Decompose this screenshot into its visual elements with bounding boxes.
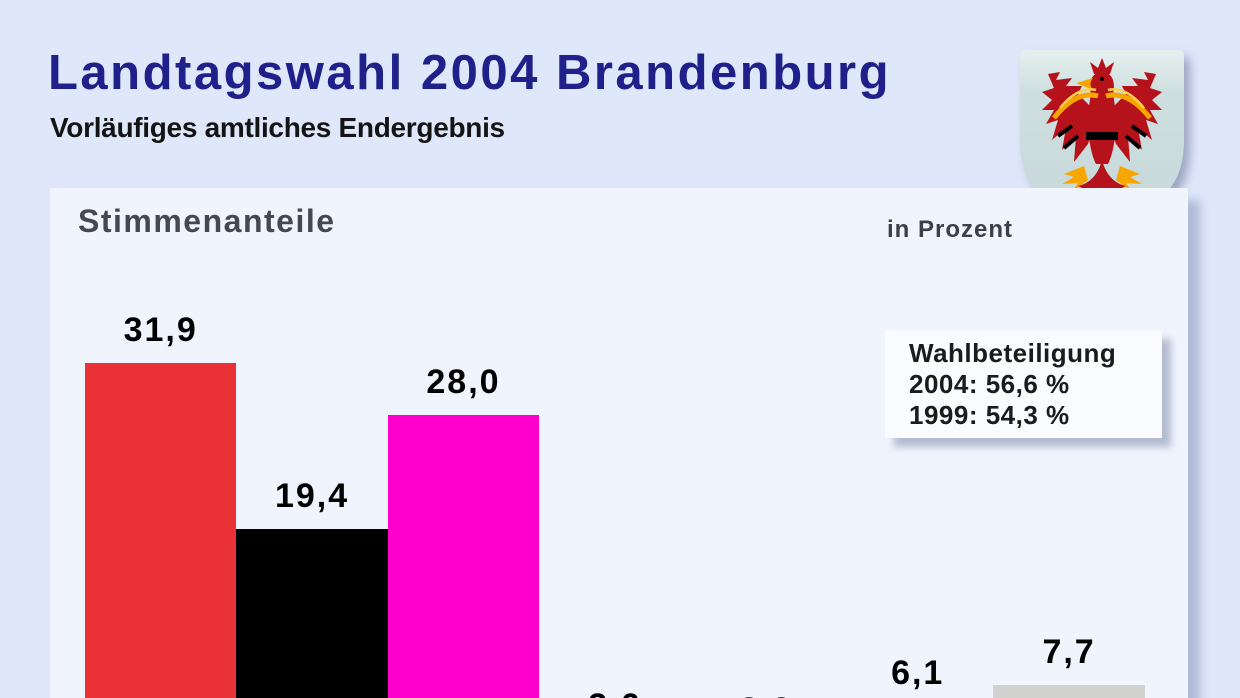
unit-note: in Prozent: [887, 216, 1014, 243]
turnout-box: Wahlbeteiligung 2004: 56,6 % 1999: 54,3 …: [885, 330, 1162, 438]
bar-value-label-fdp: 3,3: [691, 693, 842, 698]
chart-title: Stimmenanteile: [78, 203, 336, 239]
turnout-title: Wahlbeteiligung: [909, 338, 1117, 368]
bar-pds: [387, 414, 540, 698]
bar-value-label-dvu: 6,1: [891, 653, 945, 692]
bar-value-label-cdu: 19,4: [274, 476, 350, 515]
page-title: Landtagswahl 2004 Brandenburg: [48, 46, 892, 100]
turnout-2004: 2004: 56,6 %: [909, 369, 1070, 399]
bar-cdu: [236, 528, 388, 698]
bar-spd: [85, 362, 237, 698]
bar-value-label-spd: 31,9: [123, 310, 198, 349]
turnout-1999: 1999: 54,3 %: [909, 400, 1070, 430]
bar-value-label-sonstige: 7,7: [1042, 632, 1096, 671]
bar-value-label-pds: 28,0: [426, 362, 501, 401]
page-subtitle: Vorläufiges amtliches Endergebnis: [50, 112, 505, 143]
bar-sonstige: [993, 684, 1145, 698]
brandenburg-coat-of-arms-icon: [1020, 50, 1184, 214]
bar-value-label-gruene: 3,6: [539, 689, 690, 698]
chart-panel: Stimmenanteile in Prozent 31,9 19,4 28,0 3,…: [50, 188, 1188, 698]
